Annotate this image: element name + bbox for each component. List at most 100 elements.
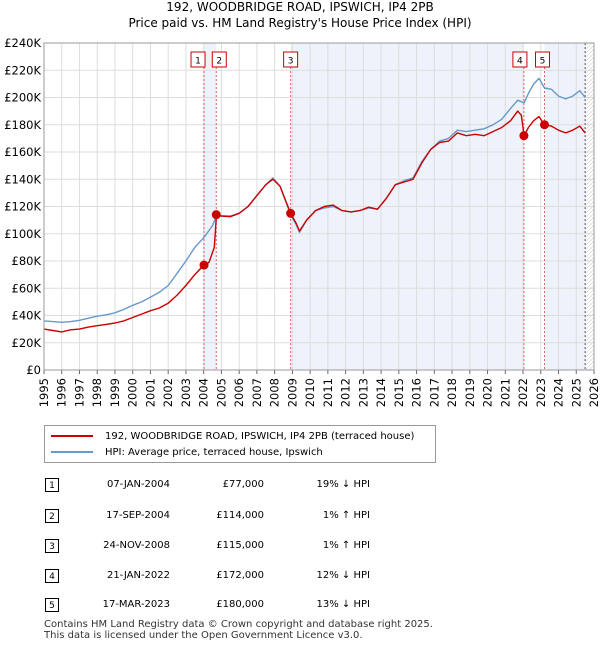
y-tick-label: £100K — [4, 227, 41, 241]
row-date: 21-JAN-2022 — [106, 570, 170, 581]
x-tick-label: 2020 — [481, 378, 495, 407]
legend-item-hpi: HPI: Average price, terraced house, Ipsw… — [51, 445, 323, 459]
sale-point-3 — [286, 208, 296, 218]
row-number-badge: 2 — [45, 509, 59, 523]
hatch-line — [585, 204, 594, 215]
sale-badge-box-4 — [512, 51, 528, 68]
table-row: 2 17-SEP-2004 £114,000 1% ↑ HPI — [40, 508, 560, 524]
x-tick-label: 2001 — [143, 378, 157, 407]
sale-badge-label-4: 4 — [517, 57, 523, 67]
hatch-line — [585, 200, 594, 211]
row-number-badge: 5 — [45, 598, 59, 612]
table-row: 3 24-NOV-2008 £115,000 1% ↑ HPI — [40, 538, 560, 554]
y-tick-label: £140K — [4, 172, 41, 186]
row-date: 07-JAN-2004 — [106, 479, 170, 490]
sale-point-2 — [211, 210, 221, 220]
sale-badges: 1 2 3 4 5 — [190, 51, 550, 68]
y-tick-label: £0 — [26, 363, 41, 377]
row-date: 24-NOV-2008 — [103, 540, 170, 551]
legend-item-price: 192, WOODBRIDGE ROAD, IPSWICH, IP4 2PB (… — [51, 429, 414, 443]
x-tick-label: 2014 — [374, 378, 388, 407]
x-tick-label: 2017 — [427, 378, 441, 407]
sale-badge-box-5 — [535, 51, 550, 68]
sale-points — [199, 120, 549, 270]
row-price: £172,000 — [216, 570, 264, 581]
price-line-swatch — [51, 435, 93, 437]
sale-badge-label-2: 2 — [216, 57, 222, 67]
hatch-line — [585, 308, 594, 319]
sale-point-5 — [540, 120, 549, 130]
x-tick-label: 2008 — [268, 378, 282, 407]
y-tick-label: £40K — [12, 309, 42, 323]
row-hpi: 13% ↓ HPI — [316, 599, 370, 610]
row-number-badge: 1 — [45, 478, 59, 492]
chart-subtitle: Price paid vs. HM Land Registry's House … — [128, 16, 472, 30]
x-tick-label: 2007 — [250, 378, 264, 407]
hatch-line — [585, 312, 594, 323]
x-tick-label: 1998 — [90, 378, 104, 407]
footer-licence: This data is licensed under the Open Gov… — [44, 630, 363, 641]
legend: 192, WOODBRIDGE ROAD, IPSWICH, IP4 2PB (… — [44, 425, 436, 463]
row-price: £115,000 — [216, 540, 264, 551]
x-tick-label: 2000 — [126, 378, 140, 407]
y-tick-label: £240K — [4, 36, 41, 50]
x-tick-label: 2022 — [516, 378, 530, 407]
x-tick-label: 2023 — [534, 378, 548, 407]
chart-title: 192, WOODBRIDGE ROAD, IPSWICH, IP4 2PB — [166, 0, 434, 14]
row-date: 17-MAR-2023 — [102, 599, 170, 610]
y-tick-label: £200K — [4, 91, 41, 105]
hatch-line — [585, 92, 594, 103]
x-tick-label: 2011 — [321, 378, 335, 407]
sale-point-1 — [199, 260, 209, 270]
series-lines — [43, 77, 586, 333]
table-row: 1 07-JAN-2004 £77,000 19% ↓ HPI — [40, 477, 560, 493]
sale-badge-label-3: 3 — [288, 57, 294, 67]
y-tick-label: £60K — [12, 281, 42, 295]
x-tick-label: 2003 — [179, 378, 193, 407]
row-date: 17-SEP-2004 — [106, 510, 170, 521]
x-tick-label: 2024 — [552, 378, 566, 407]
plot-frame — [43, 42, 595, 371]
footer-copyright: Contains HM Land Registry data © Crown c… — [44, 619, 433, 630]
x-tick-label: 2012 — [339, 378, 353, 407]
x-tick-label: 1997 — [72, 378, 86, 407]
x-tick-label: 2005 — [214, 378, 228, 407]
y-tick-label: £120K — [4, 200, 41, 214]
hpi-line-swatch — [51, 451, 93, 453]
sale-badge-box-3 — [283, 51, 299, 68]
sale-badge-box-1 — [190, 51, 206, 68]
legend-hpi-label: HPI: Average price, terraced house, Ipsw… — [105, 446, 323, 458]
sale-badge-box-2 — [211, 51, 227, 68]
y-tick-label: £160K — [4, 145, 41, 159]
row-price: £114,000 — [216, 510, 264, 521]
x-tick-label: 2016 — [410, 378, 424, 407]
x-tick-label: 2010 — [303, 378, 317, 407]
sale-badge-label-5: 5 — [540, 57, 546, 67]
x-tick-label: 2021 — [498, 378, 512, 407]
x-tick-label: 1996 — [55, 378, 69, 407]
x-tick-label: 2018 — [445, 378, 459, 407]
x-tick-label: 2006 — [232, 378, 246, 407]
y-tick-label: £220K — [4, 63, 41, 77]
x-axis: 1995 1996 1997 1998 1999 2000 2001 2002 2003 2004… — [37, 370, 600, 407]
hatch-line — [585, 88, 594, 99]
row-price: £77,000 — [222, 479, 264, 490]
x-tick-label: 2025 — [569, 378, 583, 407]
price-series-line — [43, 110, 586, 333]
x-tick-label: 1995 — [37, 378, 51, 407]
y-tick-label: £180K — [4, 118, 41, 132]
row-number-badge: 4 — [45, 569, 59, 583]
x-tick-label: 2009 — [285, 378, 299, 407]
sale-point-4 — [519, 131, 529, 141]
x-tick-label: 1999 — [108, 378, 122, 407]
row-number-badge: 3 — [45, 539, 59, 553]
x-tick-label: 2026 — [587, 378, 600, 407]
row-price: £180,000 — [216, 599, 264, 610]
sale-badge-label-1: 1 — [195, 57, 201, 67]
row-hpi: 1% ↑ HPI — [322, 510, 370, 521]
table-row: 5 17-MAR-2023 £180,000 13% ↓ HPI — [40, 597, 560, 613]
x-tick-label: 2013 — [356, 378, 370, 407]
x-tick-label: 2004 — [197, 378, 211, 407]
y-tick-label: £20K — [12, 336, 42, 350]
